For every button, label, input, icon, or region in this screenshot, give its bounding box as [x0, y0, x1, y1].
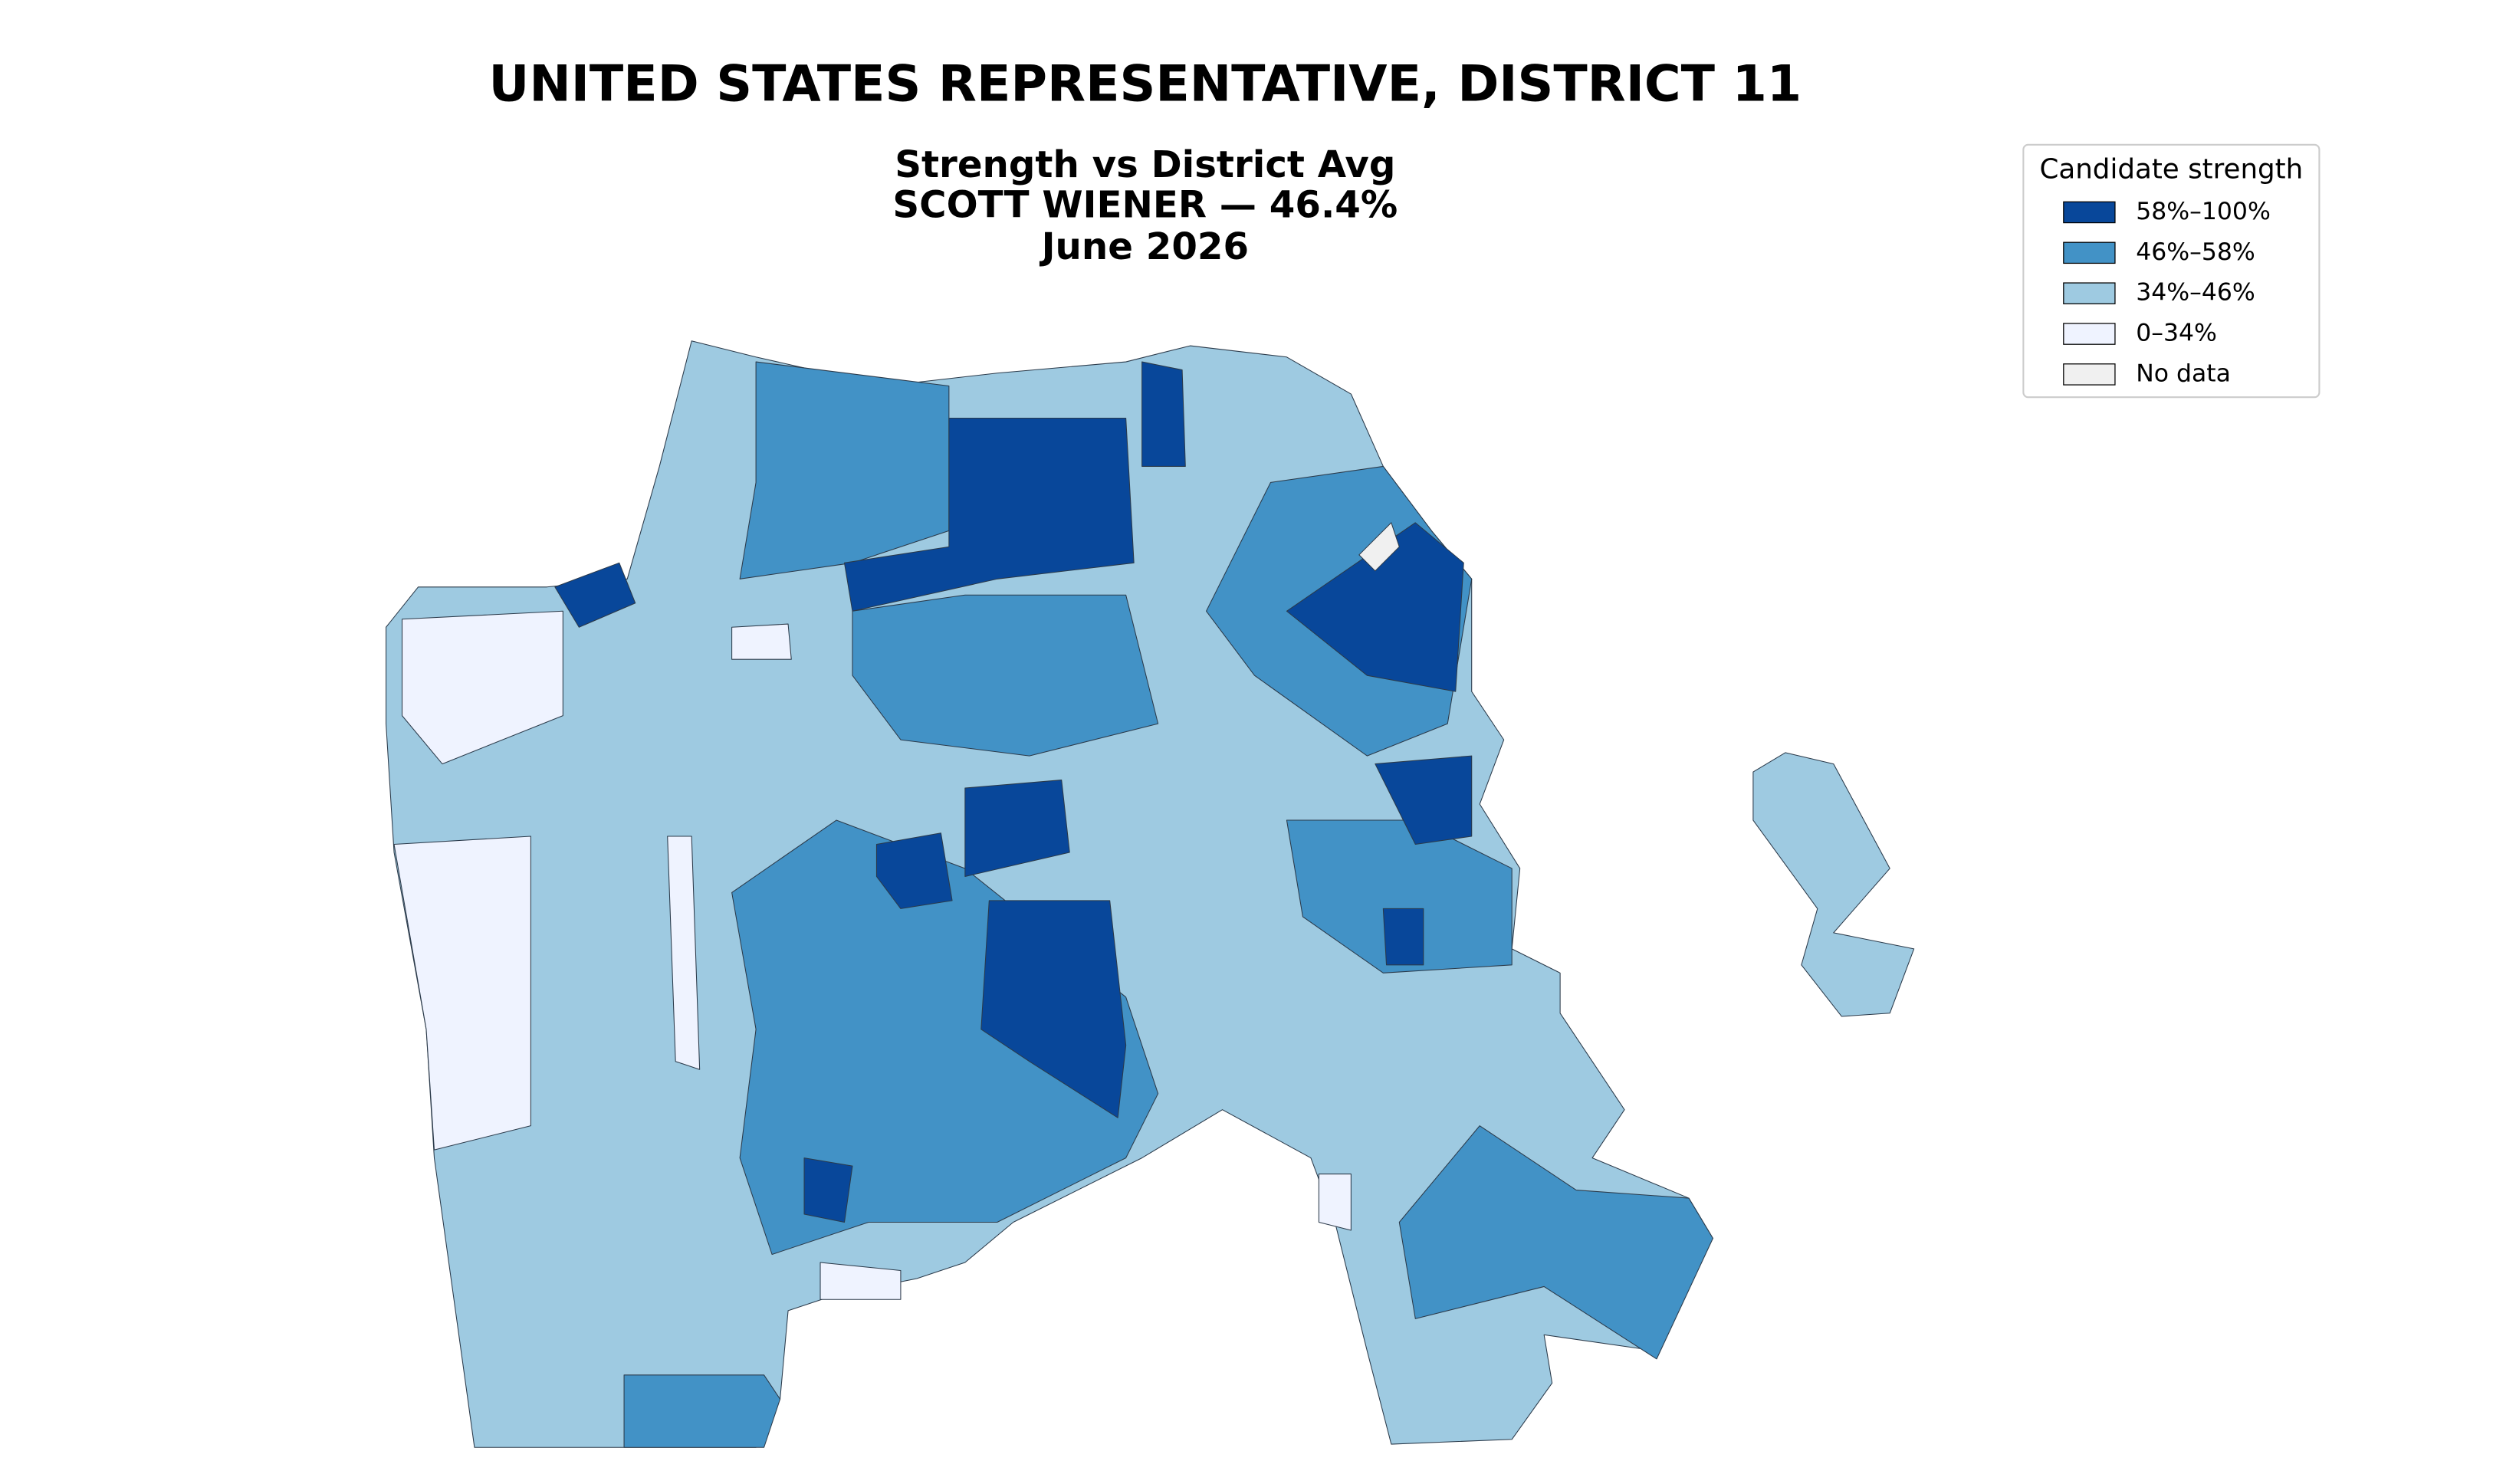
legend-swatch	[2063, 282, 2116, 304]
region	[1375, 755, 1473, 845]
region	[401, 610, 563, 765]
region	[964, 780, 1070, 877]
region	[554, 562, 636, 628]
legend-swatch	[2063, 323, 2116, 345]
legend-label: 34%–46%	[2136, 279, 2255, 307]
subtitle: June 2026	[1040, 225, 1249, 268]
region	[1318, 1174, 1352, 1231]
region	[803, 1157, 853, 1223]
region	[393, 836, 531, 1151]
region	[1358, 522, 1400, 572]
legend-label: 0–34%	[2136, 320, 2217, 347]
legend-label: No data	[2136, 360, 2231, 387]
legend-label: 46%–58%	[2136, 238, 2255, 266]
legend-swatch	[2063, 363, 2116, 386]
legend-swatch	[2063, 201, 2116, 224]
map	[386, 340, 1915, 1448]
subtitle: Strength vs District Avg	[895, 143, 1395, 186]
region	[980, 900, 1127, 1118]
legend-entries: 58%–100% 46%–58% 34%–46% 0–34% No data	[2063, 198, 2271, 387]
region	[820, 1262, 902, 1300]
region	[1398, 1125, 1713, 1360]
region	[843, 417, 1135, 612]
region	[852, 594, 1159, 757]
region	[1382, 908, 1424, 966]
region	[1141, 361, 1186, 467]
region	[667, 836, 701, 1070]
region	[1752, 752, 1915, 1017]
title: UNITED STATES REPRESENTATIVE, DISTRICT 1…	[489, 55, 1802, 113]
legend-label: 58%–100%	[2136, 198, 2271, 225]
legend-swatch	[2063, 241, 2116, 264]
region	[623, 1374, 781, 1448]
legend: Candidate strength 58%–100% 46%–58% 34%–46…	[2022, 143, 2321, 399]
region	[875, 832, 953, 909]
legend-title: Candidate strength	[2039, 153, 2303, 185]
subtitle: SCOTT WIENER — 46.4%	[892, 184, 1398, 227]
region	[731, 623, 792, 660]
